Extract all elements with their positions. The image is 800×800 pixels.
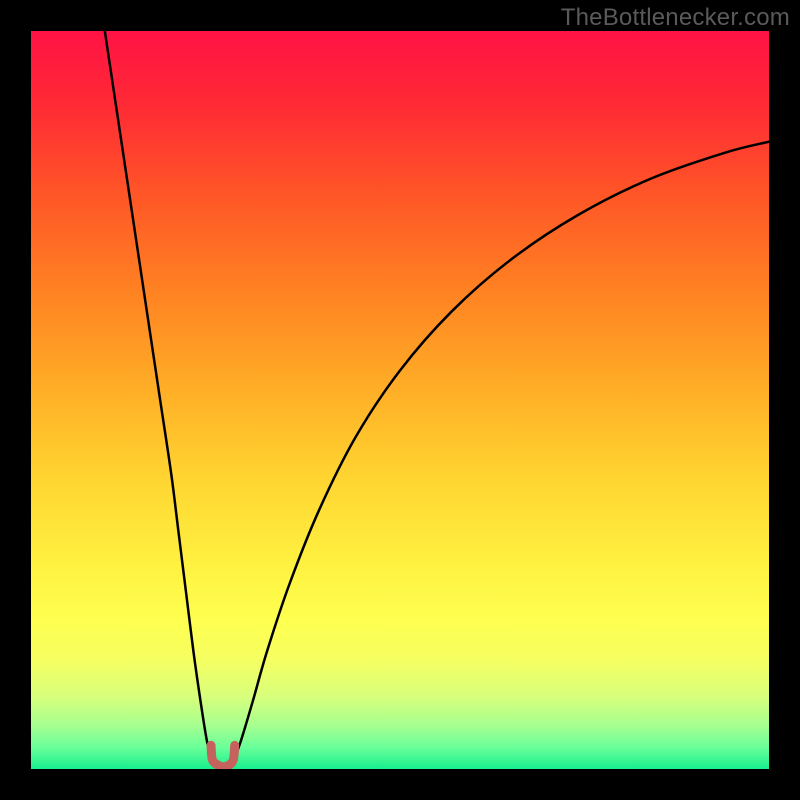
gradient-background [31,31,769,769]
chart-svg [31,31,769,769]
watermark-text: TheBottlenecker.com [561,4,790,32]
plot-area [31,31,769,769]
